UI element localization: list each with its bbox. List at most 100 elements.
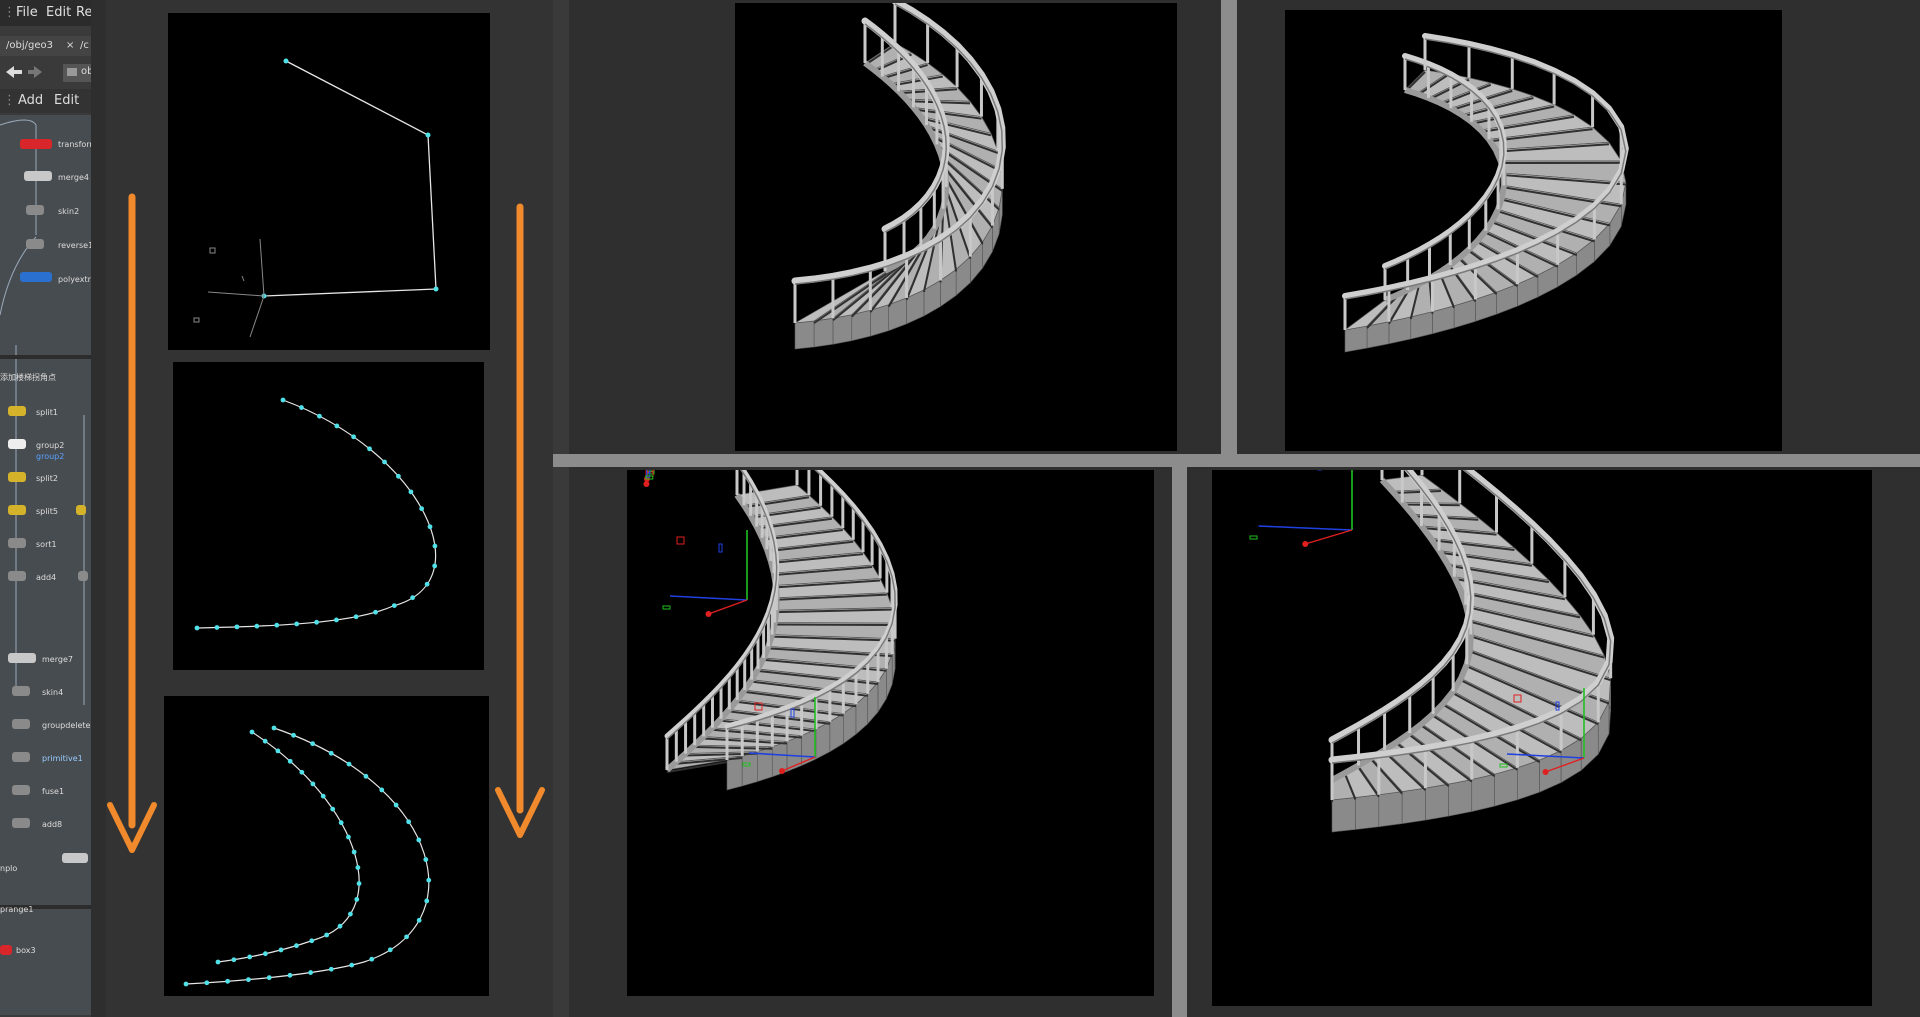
curve-point[interactable] [387,947,393,953]
handle-plane-yz[interactable] [646,470,651,478]
handle-x-knob[interactable] [779,768,785,774]
curve-point[interactable] [424,898,430,904]
node-sort1[interactable] [8,538,26,548]
curve-point[interactable] [308,970,314,975]
handle-x-knob[interactable] [1302,541,1309,547]
curve-point[interactable] [294,943,299,949]
curve-point[interactable] [287,972,293,978]
curve-point[interactable] [391,603,397,608]
curve-point[interactable] [393,802,399,808]
handle-z-axis[interactable] [1506,753,1585,759]
guide-point[interactable] [283,58,289,64]
node-group2[interactable] [8,439,26,449]
curve-point[interactable] [338,820,344,826]
node-polyextrude[interactable] [20,272,52,282]
curve-point[interactable] [334,617,339,623]
node-reverse1[interactable] [26,239,44,249]
handle-plane-xy[interactable] [1513,694,1522,703]
curve-point[interactable] [324,932,330,938]
handle-x-axis[interactable] [1305,529,1353,545]
menu-render[interactable]: Re [76,5,91,20]
handle-z-axis[interactable] [748,752,816,758]
curve-point[interactable] [215,959,221,965]
handle-plane-yz[interactable] [646,470,651,474]
curve-point[interactable] [369,956,375,962]
transform-handle-b[interactable] [742,697,816,774]
node-skin2[interactable] [26,205,44,215]
transform-handle-c[interactable] [1249,470,1353,547]
curve-point[interactable] [204,980,210,986]
curve-point[interactable] [373,609,378,615]
curve-point[interactable] [426,877,432,883]
node-merge7[interactable] [8,653,36,663]
handle-plane-xz[interactable] [662,605,671,610]
curve-point[interactable] [396,473,401,479]
curve-point[interactable] [334,423,340,429]
curve-point[interactable] [294,621,300,627]
curve-point[interactable] [262,951,268,957]
curve-point[interactable] [330,806,336,812]
curve-point[interactable] [353,614,359,620]
node-split-secondary[interactable] [76,505,86,515]
guide-point[interactable] [433,286,439,292]
spare2[interactable] [643,470,654,487]
node-groupdelete2[interactable] [12,719,30,729]
node-box3[interactable] [0,945,12,955]
handle-z-axis[interactable] [1258,525,1353,531]
curve-point[interactable] [424,581,430,587]
curve-point[interactable] [234,624,240,630]
handle-x-axis[interactable] [1545,757,1585,773]
curve-point[interactable] [356,881,362,886]
node-primitive1[interactable] [12,752,30,762]
curve-point[interactable] [351,434,356,440]
curve-point[interactable] [379,787,385,793]
curve-point[interactable] [423,857,429,862]
transform-handle-d[interactable] [1499,688,1585,775]
curve-point[interactable] [367,446,372,452]
curve-point[interactable] [419,506,425,512]
back-arrow-icon[interactable] [6,66,22,78]
curve-point[interactable] [416,837,422,843]
node-merge-bottom[interactable] [62,853,88,863]
curve-point[interactable] [262,738,268,744]
node-split2[interactable] [8,472,26,482]
curve-point[interactable] [280,397,286,403]
handle-plane-yz[interactable] [718,543,723,553]
curve-point[interactable] [225,978,231,984]
curve-point[interactable] [416,917,422,923]
curve-point[interactable] [299,405,304,410]
curve-point[interactable] [309,938,315,944]
curve-point[interactable] [314,619,319,625]
curve-point[interactable] [320,793,326,799]
viewport-stair-handles-b[interactable] [1212,470,1872,1006]
handle-x-axis[interactable] [781,756,816,772]
curve-point[interactable] [363,773,369,779]
handle-plane-xz[interactable] [645,475,654,480]
curve-point[interactable] [404,934,409,940]
node-add-secondary[interactable] [78,571,88,581]
curve-point[interactable] [214,625,220,630]
forward-arrow-icon[interactable] [28,66,42,78]
curve-point[interactable] [328,966,334,972]
curve-point[interactable] [183,981,189,987]
curve-point[interactable] [427,524,433,530]
node-split1[interactable] [8,406,26,416]
node-fuse1[interactable] [12,785,30,795]
curve-point[interactable] [337,923,343,929]
viewport-stair-handles-a[interactable] [627,470,1154,996]
curve-point[interactable] [291,732,296,738]
curve-point[interactable] [382,459,387,465]
node-transform[interactable] [20,139,52,149]
curve-point[interactable] [310,741,316,747]
node-add8[interactable] [12,818,30,828]
curve-point[interactable] [406,819,412,825]
curve-point[interactable] [432,543,438,549]
handle-z-axis[interactable] [669,595,748,601]
curve-point[interactable] [271,725,277,731]
tab-close-icon[interactable]: × [66,40,75,51]
curve-point[interactable] [328,750,334,756]
node-split5[interactable] [8,505,26,515]
node-skin4[interactable] [12,686,30,696]
curve-point[interactable] [348,911,353,917]
